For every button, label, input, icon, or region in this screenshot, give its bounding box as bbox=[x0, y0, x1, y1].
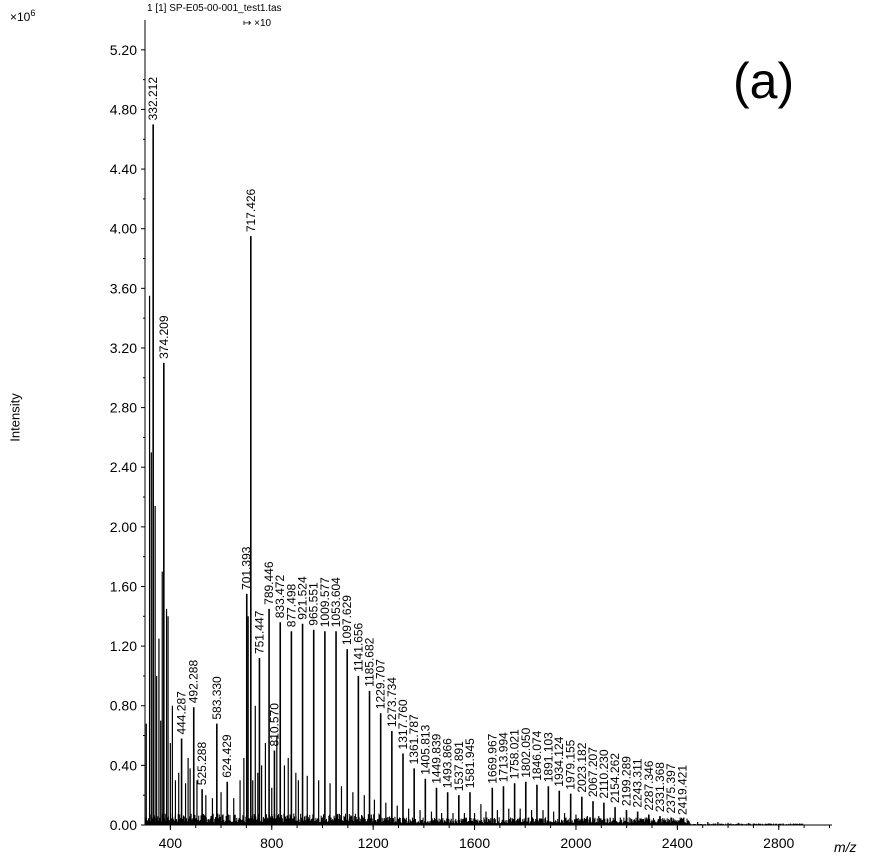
peak-label: 1846.074 bbox=[530, 730, 544, 780]
y-axis-multiplier: ×106 bbox=[10, 8, 35, 24]
peak-label: 1979.155 bbox=[564, 739, 578, 789]
x-tick-label: 2800 bbox=[763, 835, 794, 851]
y-tick-label: 5.20 bbox=[110, 42, 137, 58]
y-tick-label: 2.40 bbox=[110, 459, 137, 475]
x-tick-label: 2400 bbox=[662, 835, 693, 851]
peak-label: 1758.021 bbox=[508, 729, 522, 779]
peak-label: 444.287 bbox=[175, 691, 189, 735]
peak-label: 2067.207 bbox=[586, 747, 600, 797]
peak-label: 1273.734 bbox=[385, 677, 399, 727]
peak-label: 2331.368 bbox=[653, 762, 667, 812]
peak-label: 1449.839 bbox=[429, 733, 443, 783]
peak-label: 2419.421 bbox=[675, 765, 689, 815]
peak-label: 2287.346 bbox=[642, 760, 656, 810]
y-multiplier-base: ×10 bbox=[10, 10, 31, 24]
y-tick-label: 0.00 bbox=[110, 817, 137, 833]
x-axis-label: m/z bbox=[834, 839, 857, 855]
peak-label: 1361.787 bbox=[407, 714, 421, 764]
y-tick-label: 3.20 bbox=[110, 340, 137, 356]
peak-label: 332.212 bbox=[146, 77, 160, 121]
peak-label: 921.524 bbox=[296, 576, 310, 620]
y-tick-label: 0.40 bbox=[110, 757, 137, 773]
panel-label: (a) bbox=[733, 53, 795, 109]
peak-label: 1537.891 bbox=[452, 741, 466, 791]
peak-label: 1493.866 bbox=[441, 738, 455, 788]
y-tick-label: 4.80 bbox=[110, 101, 137, 117]
file-title: 1 [1] SP-E05-00-001_test1.tas bbox=[147, 3, 282, 14]
x-tick-label: 800 bbox=[260, 835, 284, 851]
y-tick-label: 2.80 bbox=[110, 400, 137, 416]
peak-label: 583.330 bbox=[210, 676, 224, 720]
y-tick-label: 3.60 bbox=[110, 280, 137, 296]
x-tick-label: 2000 bbox=[560, 835, 591, 851]
y-tick-label: 2.00 bbox=[110, 519, 137, 535]
axes: 0.00 0.40 0.80 1.20 1.60 2.00 2.40 2.80 3.20 3.60… bbox=[110, 20, 832, 851]
peak-label: 1405.813 bbox=[418, 724, 432, 774]
y-tick-label: 4.00 bbox=[110, 221, 137, 237]
y-tick-label: 0.80 bbox=[110, 698, 137, 714]
peak-label: 751.447 bbox=[252, 610, 266, 654]
y-multiplier-exponent: 6 bbox=[30, 8, 36, 18]
peak-label: 2199.289 bbox=[619, 756, 633, 806]
y-tick-label: 4.40 bbox=[110, 161, 137, 177]
y-tick-label: 1.60 bbox=[110, 578, 137, 594]
peak-label: 2243.311 bbox=[631, 758, 645, 807]
peak-label: 810.570 bbox=[267, 703, 281, 747]
peak-label: 1891.103 bbox=[541, 732, 555, 782]
peak-label: 2023.182 bbox=[575, 742, 589, 792]
peak-label: 624.429 bbox=[220, 734, 234, 778]
peak-label: 2375.397 bbox=[664, 763, 678, 813]
peak-label: 877.498 bbox=[284, 584, 298, 628]
peak-label: 789.446 bbox=[262, 561, 276, 605]
x-tick-label: 400 bbox=[159, 835, 183, 851]
peak-label: 1053.604 bbox=[329, 577, 343, 627]
peak-label: 1934.124 bbox=[552, 736, 566, 786]
peak-label: 2110.230 bbox=[597, 749, 611, 798]
x-tick-label: 1600 bbox=[459, 835, 490, 851]
peak-label: 1009.577 bbox=[318, 577, 332, 627]
peak-label: 1669.967 bbox=[485, 733, 499, 783]
peak-label: 374.209 bbox=[157, 315, 171, 359]
peak-label: 1097.629 bbox=[340, 595, 354, 645]
peak-label: 1317.760 bbox=[396, 699, 410, 749]
y-tick-label: 1.20 bbox=[110, 638, 137, 654]
peak-label: 1185.682 bbox=[363, 637, 377, 686]
peak-label: 701.393 bbox=[240, 546, 254, 590]
peak-label: 525.288 bbox=[195, 742, 209, 786]
x-tick-label: 1200 bbox=[358, 835, 389, 851]
peak-bars bbox=[145, 124, 804, 825]
zoom-note: ↦ ×10 bbox=[243, 18, 272, 29]
peak-label: 1802.050 bbox=[519, 727, 533, 777]
peak-label: 1713.994 bbox=[496, 732, 510, 782]
peak-label: 2154.262 bbox=[608, 753, 622, 803]
peak-label: 833.472 bbox=[273, 575, 287, 619]
peak-label: 1141.656 bbox=[351, 622, 365, 671]
peak-label: 965.551 bbox=[307, 582, 321, 626]
peak-label: 1229.707 bbox=[374, 659, 388, 709]
peak-label: 492.288 bbox=[187, 660, 201, 704]
peak-label: 1581.945 bbox=[463, 738, 477, 788]
peak-label: 717.426 bbox=[244, 188, 258, 232]
